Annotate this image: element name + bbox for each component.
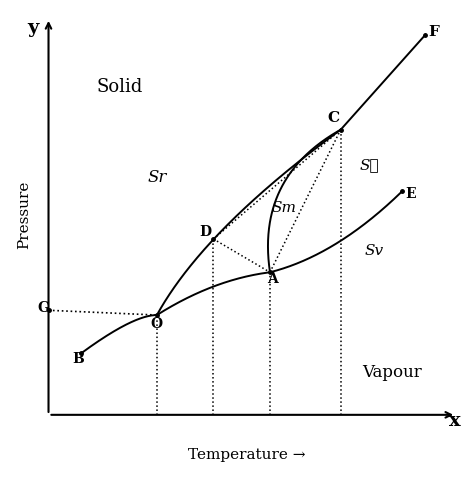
Text: G: G [38,301,50,315]
Text: A: A [267,272,278,286]
Text: B: B [72,352,83,366]
Text: Sr: Sr [147,169,166,186]
Text: O: O [150,316,162,331]
Text: Sℓ: Sℓ [359,158,379,173]
Text: Vapour: Vapour [363,364,422,380]
Text: x: x [449,412,461,430]
Text: Sv: Sv [364,244,383,258]
Text: Pressure: Pressure [17,181,31,250]
Text: F: F [428,25,439,39]
Text: Solid: Solid [96,78,142,96]
Text: Temperature →: Temperature → [188,448,305,462]
Text: D: D [199,225,211,239]
Text: C: C [328,111,340,125]
Text: Sm: Sm [272,201,297,215]
Text: E: E [405,187,416,201]
Text: y: y [28,19,39,36]
